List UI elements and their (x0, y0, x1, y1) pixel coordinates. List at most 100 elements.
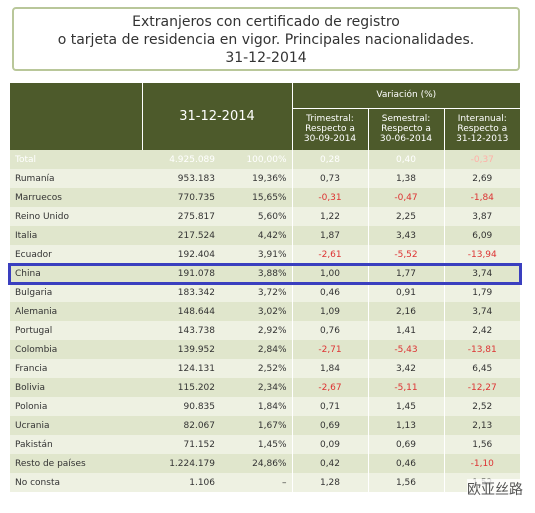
cell: -0,37 (443, 150, 521, 169)
cell: Total (10, 150, 142, 169)
cell: -12,27 (443, 378, 521, 397)
cell: 3,72% (220, 283, 292, 302)
title-line: Extranjeros con certificado de registro (132, 14, 400, 30)
cell: 3,88% (220, 264, 292, 283)
table: 31-12-2014 Variación (%) Trimestral: Res… (10, 83, 521, 492)
subheader: Semestral: Respecto a 30-06-2014 (367, 108, 444, 150)
cell: 770.735 (142, 188, 220, 207)
title-line: 31-12-2014 (225, 50, 307, 66)
cell: 1,87 (291, 226, 368, 245)
row: Italia 217.524 4,42% 1,87 3,43 6,09 (10, 226, 521, 245)
cell: 1,28 (291, 473, 368, 492)
cell: 1,41 (367, 321, 444, 340)
cell: 275.817 (142, 207, 220, 226)
cell: 1,56 (443, 435, 521, 454)
cell: 0,69 (291, 416, 368, 435)
row: Rumanía 953.183 19,36% 0,73 1,38 2,69 (10, 169, 521, 188)
row: Bolivia 115.202 2,34% -2,67 -5,11 -12,27 (10, 378, 521, 397)
cell: Bolivia (10, 378, 142, 397)
cell: -2,67 (291, 378, 368, 397)
cell: 4,42% (220, 226, 292, 245)
cell: 2,25 (367, 207, 444, 226)
cell: 1,84 (291, 359, 368, 378)
cell: 217.524 (142, 226, 220, 245)
cell: 115.202 (142, 378, 220, 397)
cell: 6,45 (443, 359, 521, 378)
cell: 2,52% (220, 359, 292, 378)
cell: 1,09 (291, 302, 368, 321)
cell: 5,60% (220, 207, 292, 226)
row: Ucrania 82.067 1,67% 0,69 1,13 2,13 (10, 416, 521, 435)
cell: 82.067 (142, 416, 220, 435)
cell: 4.925.089 (142, 150, 220, 169)
cell: 2,16 (367, 302, 444, 321)
cell: 2,69 (443, 169, 521, 188)
cell: 1,79 (443, 283, 521, 302)
cell: 15,65% (220, 188, 292, 207)
cell: 0,71 (291, 397, 368, 416)
cell: Colombia (10, 340, 142, 359)
cell: 0,28 (291, 150, 368, 169)
row: Bulgaria 183.342 3,72% 0,46 0,91 1,79 (10, 283, 521, 302)
cell: 100,00% (220, 150, 292, 169)
header-cell (10, 83, 142, 150)
cell: Portugal (10, 321, 142, 340)
row: Reino Unido 275.817 5,60% 1,22 2,25 3,87 (10, 207, 521, 226)
cell: Reino Unido (10, 207, 142, 226)
cell: 2,84% (220, 340, 292, 359)
row: Colombia 139.952 2,84% -2,71 -5,43 -13,81 (10, 340, 521, 359)
cell: -2,71 (291, 340, 368, 359)
cell: 139.952 (142, 340, 220, 359)
cell: 3,43 (367, 226, 444, 245)
cell: Resto de países (10, 454, 142, 473)
cell: 90.835 (142, 397, 220, 416)
cell: 3,74 (443, 264, 521, 283)
cell: -2,61 (291, 245, 368, 264)
cell: 1,84% (220, 397, 292, 416)
cell: 2,42 (443, 321, 521, 340)
cell: Alemania (10, 302, 142, 321)
cell: – (220, 473, 292, 492)
cell: 143.738 (142, 321, 220, 340)
cell: -5,43 (367, 340, 444, 359)
cell: 3,74 (443, 302, 521, 321)
cell: 0,69 (367, 435, 444, 454)
row: Resto de países 1.224.179 24,86% 0,42 0,46 -1… (10, 454, 521, 473)
cell: 1.106 (142, 473, 220, 492)
cell: 1,67% (220, 416, 292, 435)
cell: 1,00 (291, 264, 368, 283)
cell: 183.342 (142, 283, 220, 302)
cell: 1,45% (220, 435, 292, 454)
row: Pakistán 71.152 1,45% 0,09 0,69 1,56 (10, 435, 521, 454)
cell: No consta (10, 473, 142, 492)
cell: Francia (10, 359, 142, 378)
cell: 1,22 (291, 207, 368, 226)
cell: -5,11 (367, 378, 444, 397)
cell: Bulgaria (10, 283, 142, 302)
cell: 192.404 (142, 245, 220, 264)
cell: 953.183 (142, 169, 220, 188)
subheader: Interanual: Respecto a 31-12-2013 (443, 108, 521, 150)
row: Polonia 90.835 1,84% 0,71 1,45 2,52 (10, 397, 521, 416)
cell: 0,73 (291, 169, 368, 188)
highlight (8, 263, 522, 285)
cell: 3,42 (367, 359, 444, 378)
cell: -0,47 (367, 188, 444, 207)
cell: -1,84 (443, 188, 521, 207)
cell: 2,92% (220, 321, 292, 340)
cell: 71.152 (142, 435, 220, 454)
cell: Ecuador (10, 245, 142, 264)
cell: 2,52 (443, 397, 521, 416)
cell: 1,38 (367, 169, 444, 188)
cell: Marruecos (10, 188, 142, 207)
group-header: Variación (%) (291, 83, 521, 109)
cell: 0,76 (291, 321, 368, 340)
row: Marruecos 770.735 15,65% -0,31 -0,47 -1,84 (10, 188, 521, 207)
watermark: 欧亚丝路 (467, 479, 523, 499)
cell: 191.078 (142, 264, 220, 283)
title-line: o tarjeta de residencia en vigor. Princi… (57, 32, 475, 48)
cell: 1,45 (367, 397, 444, 416)
cell: 1,56 (367, 473, 444, 492)
